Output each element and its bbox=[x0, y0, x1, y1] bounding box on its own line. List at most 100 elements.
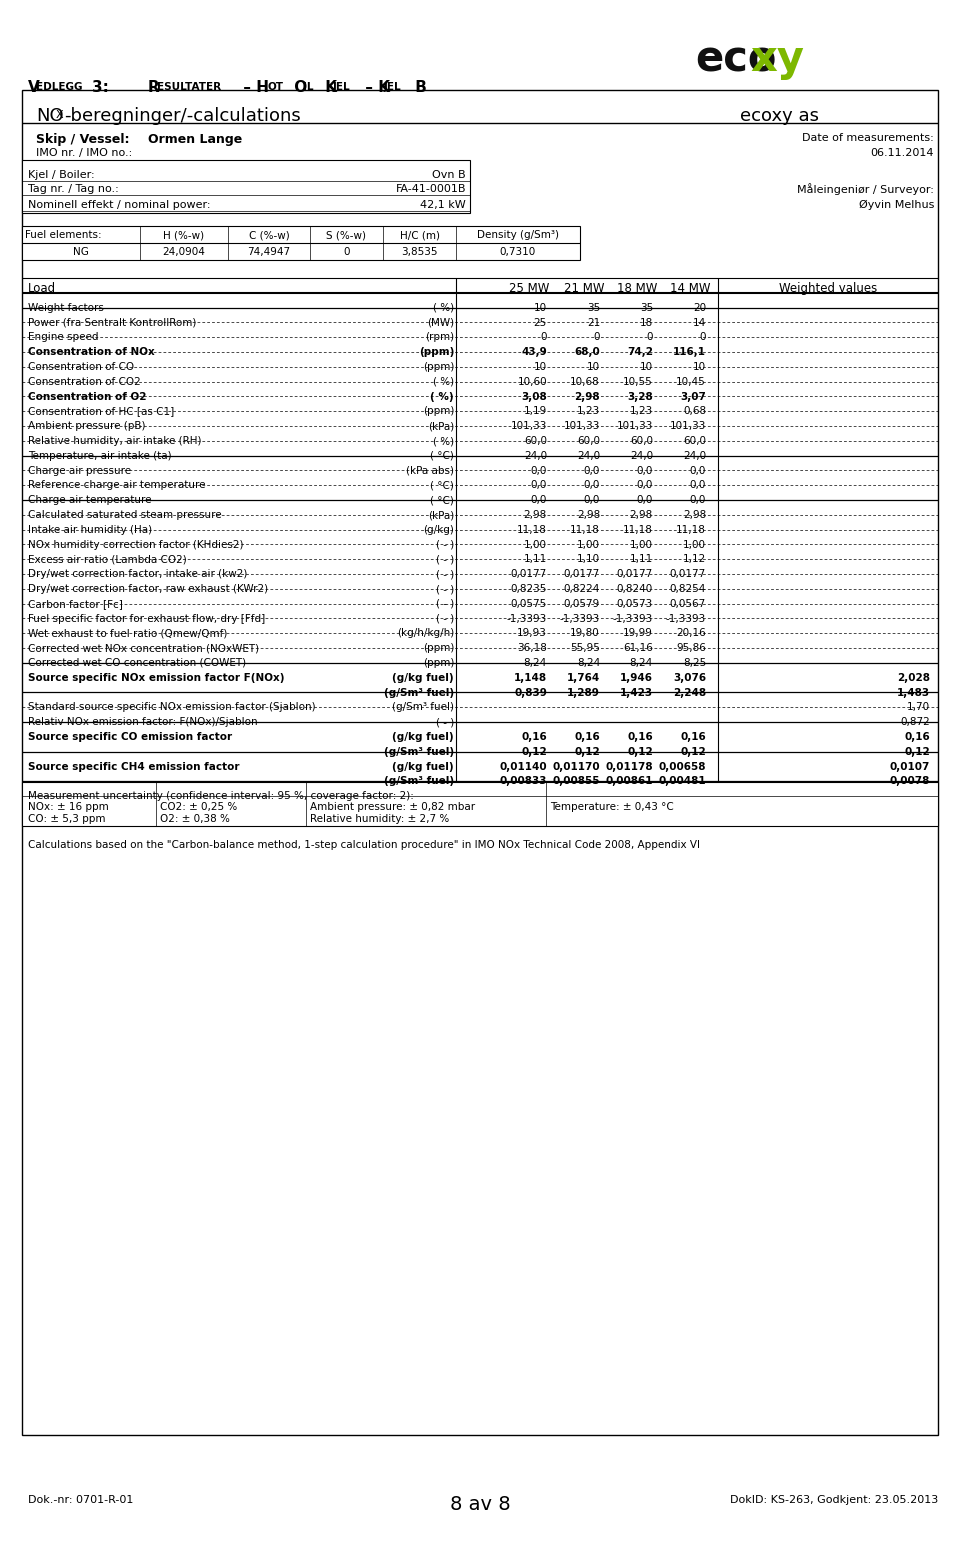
Text: Measurement uncertainty (confidence interval: 95 %, coverage factor: 2):: Measurement uncertainty (confidence inte… bbox=[28, 792, 414, 801]
Text: Relative humidity: ± 2,7 %: Relative humidity: ± 2,7 % bbox=[310, 814, 449, 825]
Text: ecoxy as: ecoxy as bbox=[740, 106, 819, 125]
Text: 2,98: 2,98 bbox=[574, 391, 600, 402]
Text: 0,8240: 0,8240 bbox=[616, 584, 653, 595]
Text: (kPa abs): (kPa abs) bbox=[406, 466, 454, 476]
Text: 1,00: 1,00 bbox=[524, 540, 547, 549]
Text: NOx: ± 16 ppm: NOx: ± 16 ppm bbox=[28, 803, 108, 812]
Text: 10,60: 10,60 bbox=[517, 377, 547, 387]
Text: Intake air humidity (Ha): Intake air humidity (Ha) bbox=[28, 524, 152, 535]
Text: (g/kg): (g/kg) bbox=[423, 524, 454, 535]
Text: – K: – K bbox=[360, 80, 390, 95]
Text: 0,8235: 0,8235 bbox=[511, 584, 547, 595]
Text: 8,25: 8,25 bbox=[683, 657, 706, 668]
Text: 0,0: 0,0 bbox=[531, 466, 547, 476]
Text: Power (fra Sentralt KontrollRom): Power (fra Sentralt KontrollRom) bbox=[28, 318, 197, 327]
Text: O: O bbox=[289, 80, 307, 95]
Text: Ambient pressure (pB): Ambient pressure (pB) bbox=[28, 421, 146, 432]
Text: 20: 20 bbox=[693, 302, 706, 313]
Text: 19,93: 19,93 bbox=[517, 629, 547, 639]
Text: H (%-w): H (%-w) bbox=[163, 230, 204, 239]
Text: 0,01170: 0,01170 bbox=[552, 762, 600, 772]
Text: NG: NG bbox=[73, 247, 89, 257]
Text: Måleingeniør / Surveyor:: Måleingeniør / Surveyor: bbox=[797, 183, 934, 196]
Text: 1,12: 1,12 bbox=[683, 554, 706, 565]
Text: 8,24: 8,24 bbox=[524, 657, 547, 668]
Text: 0,16: 0,16 bbox=[521, 732, 547, 742]
Text: C (%-w): C (%-w) bbox=[249, 230, 289, 239]
Text: ( °C): ( °C) bbox=[430, 451, 454, 460]
Text: 0,8254: 0,8254 bbox=[670, 584, 706, 595]
Text: JEL: JEL bbox=[333, 81, 350, 91]
Bar bbox=[22, 91, 938, 1435]
Text: 0,0: 0,0 bbox=[531, 495, 547, 505]
Text: (rpm): (rpm) bbox=[425, 332, 454, 343]
Text: Consentration of HC [as C1]: Consentration of HC [as C1] bbox=[28, 407, 175, 416]
Text: 35: 35 bbox=[587, 302, 600, 313]
Text: 1,00: 1,00 bbox=[577, 540, 600, 549]
Text: (g/kg fuel): (g/kg fuel) bbox=[393, 673, 454, 682]
Text: Dry/wet correction factor, raw exhaust (KWr2): Dry/wet correction factor, raw exhaust (… bbox=[28, 584, 268, 595]
Text: Weighted values: Weighted values bbox=[779, 282, 877, 294]
Text: Kjel / Boiler:: Kjel / Boiler: bbox=[28, 171, 95, 180]
Text: Charge air temperature: Charge air temperature bbox=[28, 495, 152, 505]
Text: -1,3393: -1,3393 bbox=[612, 613, 653, 623]
Text: X: X bbox=[56, 110, 63, 121]
Text: 42,1 kW: 42,1 kW bbox=[420, 200, 466, 210]
Text: 2,028: 2,028 bbox=[897, 673, 930, 682]
Text: ( - ): ( - ) bbox=[436, 613, 454, 623]
Text: 2,98: 2,98 bbox=[577, 510, 600, 520]
Text: 0,872: 0,872 bbox=[900, 717, 930, 728]
Text: V: V bbox=[28, 80, 39, 95]
Text: Source specific CO emission factor: Source specific CO emission factor bbox=[28, 732, 232, 742]
Text: EDLEGG: EDLEGG bbox=[36, 81, 83, 91]
Text: xy: xy bbox=[750, 38, 804, 80]
Text: ( %): ( %) bbox=[433, 302, 454, 313]
Text: Temperature, air intake (ta): Temperature, air intake (ta) bbox=[28, 451, 172, 460]
Text: – H: – H bbox=[238, 80, 269, 95]
Text: 60,0: 60,0 bbox=[577, 437, 600, 446]
Text: 14 MW: 14 MW bbox=[670, 282, 710, 294]
Text: 60,0: 60,0 bbox=[683, 437, 706, 446]
Text: 21 MW: 21 MW bbox=[564, 282, 605, 294]
Text: IL: IL bbox=[303, 81, 314, 91]
Text: Dry/wet correction factor, intake air (kw2): Dry/wet correction factor, intake air (k… bbox=[28, 570, 248, 579]
Text: 0: 0 bbox=[593, 332, 600, 343]
Text: Standard source specific NOx emission factor (Sjablon): Standard source specific NOx emission fa… bbox=[28, 703, 316, 712]
Text: 8,24: 8,24 bbox=[577, 657, 600, 668]
Text: FA-41-0001B: FA-41-0001B bbox=[396, 185, 466, 194]
Text: Ovn B: Ovn B bbox=[432, 171, 466, 180]
Text: 1,289: 1,289 bbox=[567, 687, 600, 698]
Text: 21: 21 bbox=[587, 318, 600, 327]
Text: (ppm): (ppm) bbox=[419, 347, 454, 357]
Text: 0: 0 bbox=[540, 332, 547, 343]
Text: (kg/h/kg/h): (kg/h/kg/h) bbox=[396, 629, 454, 639]
Text: 14: 14 bbox=[693, 318, 706, 327]
Text: 0,839: 0,839 bbox=[515, 687, 547, 698]
Text: 0,12: 0,12 bbox=[681, 747, 706, 757]
Text: 10: 10 bbox=[693, 362, 706, 372]
Text: 1,23: 1,23 bbox=[577, 407, 600, 416]
Text: 0,0177: 0,0177 bbox=[564, 570, 600, 579]
Text: 0: 0 bbox=[646, 332, 653, 343]
Text: 11,18: 11,18 bbox=[676, 524, 706, 535]
Text: 24,0: 24,0 bbox=[577, 451, 600, 460]
Text: 43,9: 43,9 bbox=[521, 347, 547, 357]
Text: (g/Sm³ fuel): (g/Sm³ fuel) bbox=[384, 776, 454, 786]
Text: 0,7310: 0,7310 bbox=[500, 247, 536, 257]
Text: Corrected wet CO concentration (COWET): Corrected wet CO concentration (COWET) bbox=[28, 657, 246, 668]
Text: R: R bbox=[148, 80, 159, 95]
Text: 0,0177: 0,0177 bbox=[616, 570, 653, 579]
Text: 11,18: 11,18 bbox=[623, 524, 653, 535]
Text: Corrected wet NOx concentration (NOxWET): Corrected wet NOx concentration (NOxWET) bbox=[28, 643, 259, 653]
Text: ( - ): ( - ) bbox=[436, 570, 454, 579]
Text: 1,10: 1,10 bbox=[577, 554, 600, 565]
Text: 101,33: 101,33 bbox=[511, 421, 547, 432]
Text: 3,076: 3,076 bbox=[673, 673, 706, 682]
Text: (ppm): (ppm) bbox=[422, 407, 454, 416]
Text: Engine speed: Engine speed bbox=[28, 332, 99, 343]
Text: 10: 10 bbox=[534, 362, 547, 372]
Text: (g/Sm³ fuel): (g/Sm³ fuel) bbox=[384, 687, 454, 698]
Text: 0,0: 0,0 bbox=[636, 466, 653, 476]
Text: NOx humidity correction factor (KHdies2): NOx humidity correction factor (KHdies2) bbox=[28, 540, 244, 549]
Text: 2,248: 2,248 bbox=[673, 687, 706, 698]
